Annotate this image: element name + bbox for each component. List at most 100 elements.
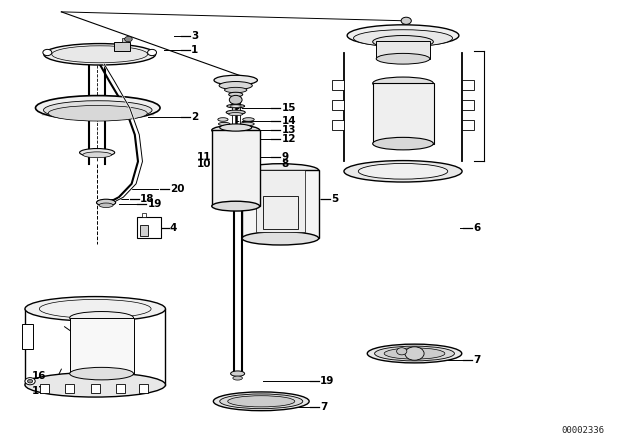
- Circle shape: [397, 348, 407, 355]
- Ellipse shape: [25, 372, 166, 397]
- Bar: [116, 384, 125, 393]
- Ellipse shape: [233, 376, 243, 380]
- Ellipse shape: [219, 82, 252, 90]
- Text: 13: 13: [282, 125, 296, 135]
- Ellipse shape: [242, 164, 319, 177]
- Bar: [462, 80, 474, 90]
- Text: 11: 11: [197, 152, 211, 162]
- Ellipse shape: [240, 122, 254, 126]
- Ellipse shape: [25, 297, 166, 321]
- Ellipse shape: [367, 344, 462, 363]
- Bar: [115, 42, 131, 51]
- Ellipse shape: [48, 105, 147, 121]
- Bar: [22, 324, 33, 349]
- Ellipse shape: [218, 122, 230, 125]
- Text: 1: 1: [191, 45, 198, 55]
- Bar: [376, 41, 430, 59]
- Text: 00002336: 00002336: [561, 426, 604, 435]
- Ellipse shape: [372, 35, 433, 48]
- Ellipse shape: [376, 53, 430, 64]
- Ellipse shape: [243, 118, 254, 121]
- Text: 16: 16: [32, 371, 47, 381]
- Text: 2: 2: [191, 112, 198, 122]
- Bar: [332, 100, 344, 110]
- Ellipse shape: [347, 25, 459, 46]
- Text: 18: 18: [140, 194, 154, 204]
- Text: 4: 4: [170, 224, 177, 233]
- Ellipse shape: [242, 232, 319, 245]
- Text: 7: 7: [473, 355, 481, 365]
- Ellipse shape: [52, 46, 148, 63]
- Ellipse shape: [344, 160, 462, 182]
- Bar: [373, 83, 434, 144]
- Bar: [143, 213, 147, 217]
- Ellipse shape: [44, 43, 156, 65]
- Text: 12: 12: [282, 134, 296, 144]
- Ellipse shape: [220, 394, 303, 409]
- Bar: [122, 38, 129, 42]
- Ellipse shape: [214, 75, 257, 85]
- Ellipse shape: [70, 367, 134, 380]
- Ellipse shape: [83, 152, 111, 158]
- Text: 20: 20: [170, 184, 184, 194]
- Circle shape: [125, 36, 132, 42]
- Text: 6: 6: [473, 224, 481, 233]
- Bar: [262, 196, 298, 229]
- Text: 3: 3: [191, 31, 198, 41]
- Text: 14: 14: [282, 116, 296, 126]
- Circle shape: [405, 347, 424, 360]
- Ellipse shape: [227, 104, 244, 108]
- Bar: [70, 318, 134, 374]
- Text: 15: 15: [282, 103, 296, 113]
- Ellipse shape: [226, 110, 245, 115]
- Text: 7: 7: [320, 402, 328, 412]
- Bar: [91, 384, 100, 393]
- Ellipse shape: [225, 87, 247, 93]
- Ellipse shape: [374, 346, 454, 361]
- Ellipse shape: [353, 30, 452, 47]
- Ellipse shape: [372, 138, 433, 150]
- Ellipse shape: [35, 95, 160, 120]
- Bar: [462, 100, 474, 110]
- Text: 8: 8: [282, 159, 289, 169]
- Bar: [462, 121, 474, 130]
- Ellipse shape: [230, 371, 244, 376]
- Ellipse shape: [228, 112, 243, 116]
- Text: 19: 19: [320, 376, 334, 386]
- Bar: [40, 384, 49, 393]
- Bar: [212, 130, 260, 206]
- Ellipse shape: [97, 199, 116, 206]
- Ellipse shape: [228, 92, 243, 97]
- Ellipse shape: [212, 201, 260, 211]
- Text: 10: 10: [197, 159, 211, 169]
- Ellipse shape: [372, 77, 433, 90]
- Text: 9: 9: [282, 152, 289, 162]
- Bar: [139, 384, 148, 393]
- Ellipse shape: [213, 392, 309, 411]
- Text: 5: 5: [332, 194, 339, 204]
- Text: 19: 19: [148, 199, 162, 209]
- Ellipse shape: [79, 149, 115, 156]
- Circle shape: [401, 17, 412, 24]
- Ellipse shape: [220, 124, 252, 131]
- Circle shape: [229, 95, 242, 104]
- Text: 17: 17: [32, 386, 47, 396]
- Circle shape: [25, 378, 35, 385]
- Bar: [65, 384, 74, 393]
- Ellipse shape: [384, 348, 445, 359]
- Bar: [242, 170, 319, 238]
- Bar: [137, 217, 161, 238]
- Ellipse shape: [212, 125, 260, 135]
- Ellipse shape: [230, 105, 241, 107]
- Bar: [140, 225, 148, 236]
- Bar: [332, 80, 344, 90]
- Ellipse shape: [99, 203, 113, 207]
- Bar: [332, 121, 344, 130]
- Ellipse shape: [228, 396, 295, 407]
- Circle shape: [148, 49, 157, 56]
- Ellipse shape: [218, 118, 228, 121]
- Ellipse shape: [358, 164, 448, 179]
- Ellipse shape: [70, 311, 134, 324]
- Bar: [256, 170, 305, 232]
- Circle shape: [43, 49, 52, 56]
